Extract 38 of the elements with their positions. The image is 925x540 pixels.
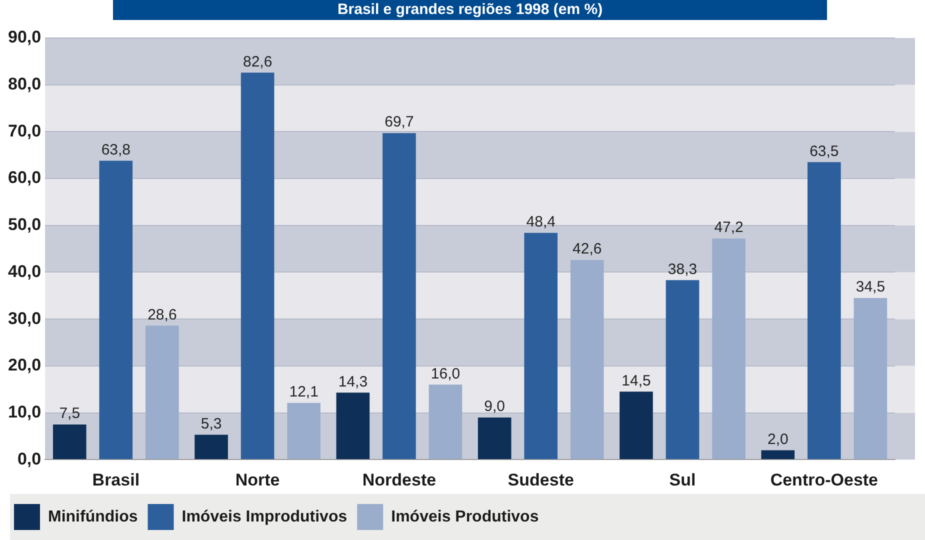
x-tick-label: Brasil — [92, 470, 140, 490]
x-tick-label: Nordeste — [362, 470, 436, 490]
data-label: 5,3 — [200, 415, 222, 432]
y-tick-label: 90,0 — [8, 28, 42, 47]
data-label: 82,6 — [242, 53, 272, 70]
data-label: 7,5 — [59, 405, 80, 422]
data-label: 9,0 — [484, 398, 506, 416]
legend-label: Imóveis Improdutivos — [182, 508, 348, 526]
data-label: 63,8 — [101, 141, 131, 158]
y-tick-label: 80,0 — [8, 74, 42, 94]
data-label: 47,2 — [714, 219, 744, 236]
data-label: 42,6 — [572, 240, 602, 258]
y-tick-label: 0,0 — [17, 449, 42, 468]
data-label: 28,6 — [148, 306, 177, 324]
x-tick-label: Sul — [669, 470, 696, 490]
x-tick-label: Sudeste — [508, 470, 574, 490]
y-tick-label: 10,0 — [8, 402, 42, 422]
y-tick-label: 70,0 — [8, 121, 42, 140]
data-label: 34,5 — [856, 278, 886, 296]
legend-label: Minifúndios — [48, 508, 138, 526]
data-label: 14,3 — [338, 373, 368, 390]
legend-label: Imóveis Produtivos — [391, 508, 539, 526]
y-tick-label: 50,0 — [8, 215, 42, 234]
x-tick-label: Centro-Oeste — [770, 470, 878, 490]
data-label: 69,7 — [384, 114, 414, 131]
data-label: 14,5 — [622, 372, 651, 390]
chart-title: Brasil e grandes regiões 1998 (em %) — [113, 0, 827, 20]
data-label: 12,1 — [289, 384, 318, 401]
y-tick-label: 20,0 — [8, 356, 42, 375]
y-tick-label: 40,0 — [8, 262, 42, 281]
data-label: 16,0 — [430, 365, 460, 382]
data-label: 48,4 — [526, 214, 556, 231]
data-label: 38,3 — [668, 260, 698, 278]
data-label: 63,5 — [810, 142, 839, 160]
y-tick-label: 60,0 — [8, 168, 42, 188]
y-tick-label: 30,0 — [8, 308, 42, 328]
data-label: 2,0 — [767, 430, 788, 448]
x-tick-label: Norte — [235, 470, 280, 490]
